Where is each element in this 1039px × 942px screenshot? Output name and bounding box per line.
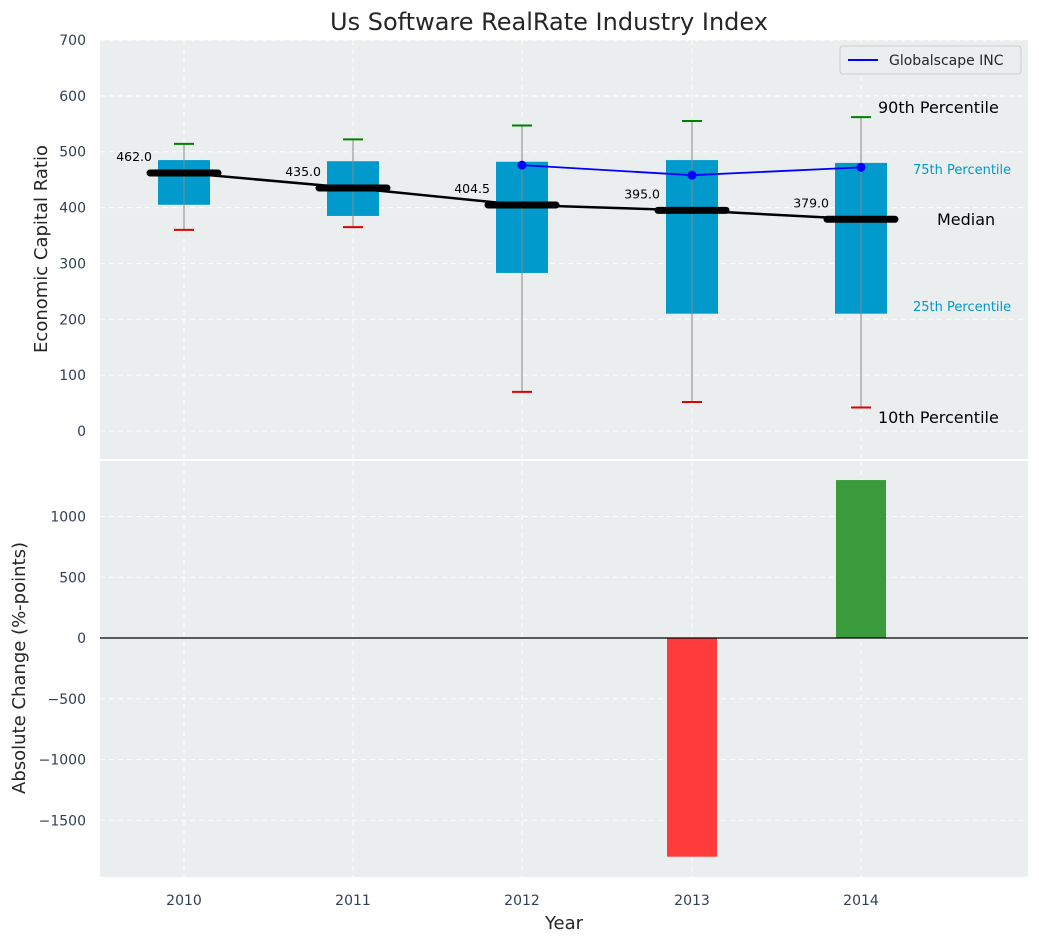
- x-tick-2012: 2012: [504, 893, 540, 909]
- y-tick-bottom-500: 500: [59, 570, 86, 586]
- y-tick-top-100: 100: [59, 368, 86, 384]
- x-tick-2014: 2014: [843, 893, 879, 909]
- box-2013: 395.0: [624, 119, 730, 403]
- y-tick-bottom--1000: −1000: [39, 753, 86, 769]
- annotation-90th: 90th Percentile: [878, 98, 999, 117]
- x-tick-2011: 2011: [335, 893, 371, 909]
- change-bar-2014: [836, 480, 886, 638]
- change-bar-background: [100, 461, 1028, 877]
- x-tick-2013: 2013: [674, 893, 710, 909]
- change-bar-y-ticks: −1500 −1000 −500 0 500 1000: [39, 510, 86, 830]
- y-tick-bottom-0: 0: [77, 631, 86, 647]
- x-axis-label: Year: [544, 913, 584, 934]
- legend-label-company: Globalscape INC: [889, 53, 1004, 69]
- box-plot-y-axis-label: Economic Capital Ratio: [31, 145, 52, 353]
- annotation-25th: 25th Percentile: [913, 300, 1011, 315]
- y-tick-bottom--1500: −1500: [39, 813, 86, 829]
- change-bar-2013: [667, 638, 717, 857]
- y-tick-top-700: 700: [59, 33, 86, 49]
- median-trend: [183, 171, 862, 221]
- y-tick-top-400: 400: [59, 201, 86, 217]
- company-series: [517, 160, 866, 180]
- median-label-2012: 404.5: [454, 181, 490, 196]
- y-tick-top-200: 200: [59, 312, 86, 328]
- box-2014: 379.0: [793, 116, 899, 409]
- legend: Globalscape INC: [839, 45, 1022, 75]
- change-bar-y-axis-label: Absolute Change (%-points): [9, 542, 30, 794]
- annotation-75th: 75th Percentile: [913, 163, 1011, 178]
- percentile-annotations: 90th Percentile 75th Percentile Median 2…: [878, 98, 1011, 427]
- median-label-2013: 395.0: [624, 186, 660, 201]
- box-plot-y-ticks: 0 100 200 300 400 500 600 700: [59, 33, 86, 440]
- median-label-2010: 462.0: [116, 149, 152, 164]
- y-tick-top-500: 500: [59, 145, 86, 161]
- annotation-median: Median: [937, 210, 995, 229]
- x-axis-ticks: 2010 2011 2012 2013 2014: [166, 893, 879, 909]
- y-tick-top-600: 600: [59, 89, 86, 105]
- box-plot-boxes: 462.0 435.0 404.5 395.0 379.0: [116, 116, 899, 409]
- box-2012: 404.5: [454, 124, 560, 393]
- y-tick-top-300: 300: [59, 256, 86, 272]
- median-label-2011: 435.0: [285, 164, 321, 179]
- company-point-2013: [687, 170, 697, 180]
- y-tick-top-0: 0: [77, 424, 86, 440]
- median-trend-line: [183, 171, 862, 221]
- x-tick-2010: 2010: [166, 893, 202, 909]
- change-bars: [667, 480, 886, 857]
- median-label-2014: 379.0: [793, 195, 829, 210]
- legend-box: [839, 45, 1022, 75]
- y-tick-bottom-1000: 1000: [50, 510, 86, 526]
- y-tick-bottom--500: −500: [48, 692, 86, 708]
- company-point-2014: [856, 162, 866, 172]
- company-point-2012: [517, 160, 527, 170]
- chart-title: Us Software RealRate Industry Index: [330, 8, 768, 36]
- annotation-10th: 10th Percentile: [878, 408, 999, 427]
- box-plot-panel: 0 100 200 300 400 500 600 700 462.0 435.0 404.5 39…: [31, 33, 1028, 459]
